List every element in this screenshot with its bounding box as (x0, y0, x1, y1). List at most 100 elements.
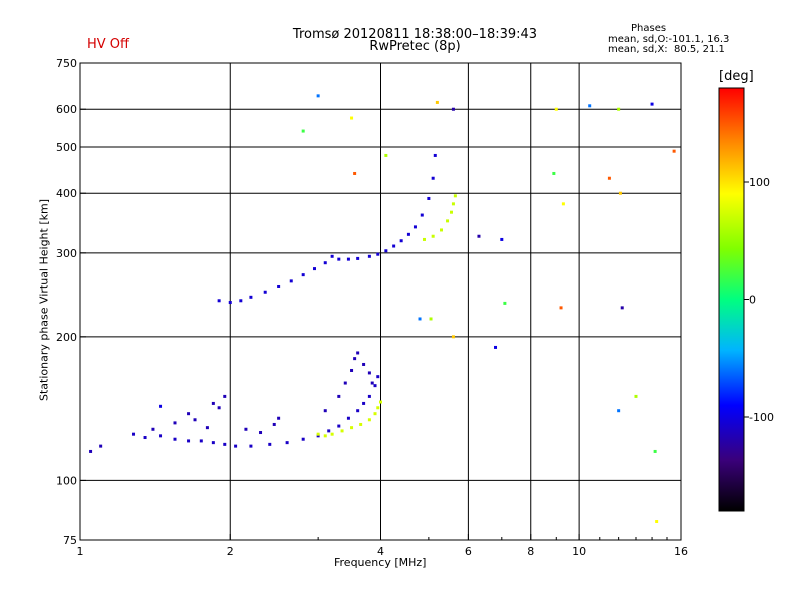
colorbar-tick-label: 0 (749, 294, 756, 307)
echo-point (440, 228, 444, 232)
echo-point (277, 416, 281, 420)
echo-point (620, 306, 624, 310)
echo-point (356, 409, 360, 413)
colorbar-tick-label: 100 (749, 176, 770, 189)
y-tick-label: 75 (63, 534, 77, 547)
echo-point (337, 257, 341, 261)
phases-title: Phases (631, 23, 667, 34)
echo-point (427, 196, 431, 200)
echo-point (316, 434, 320, 438)
echo-point (413, 225, 417, 229)
echo-point (418, 317, 422, 321)
echo-point (373, 412, 377, 416)
echo-point (350, 116, 354, 120)
echo-point (561, 202, 565, 206)
echo-point (399, 239, 403, 243)
echo-point (323, 434, 327, 438)
echo-point (367, 394, 371, 398)
echo-point (249, 295, 253, 299)
x-tick-label: 2 (227, 545, 234, 558)
echo-point (451, 202, 455, 206)
echo-point (420, 213, 424, 217)
echo-point (340, 429, 344, 433)
echo-point (477, 234, 481, 238)
echo-point (249, 444, 253, 448)
echo-point (316, 432, 320, 436)
echo-point (376, 252, 380, 256)
echo-point (362, 362, 366, 366)
echo-point (234, 444, 238, 448)
y-tick-label: 500 (56, 141, 77, 154)
echo-point (301, 437, 305, 441)
echo-point (422, 237, 426, 241)
echo-point (187, 439, 191, 443)
colorbar-tick-label: -100 (749, 411, 774, 424)
echo-point (223, 442, 227, 446)
echo-point (353, 171, 357, 175)
echo-point (431, 234, 435, 238)
echo-point (559, 306, 563, 310)
phase-stat-x: mean, sd,X: 80.5, 21.1 (608, 44, 725, 55)
echo-point (356, 351, 360, 355)
x-tick-label: 16 (674, 545, 688, 558)
echo-point (228, 301, 232, 305)
echo-point (173, 437, 177, 441)
echo-point (187, 412, 191, 416)
echo-point (367, 254, 371, 258)
echo-point (337, 424, 341, 428)
echo-point (312, 267, 316, 271)
echo-point (618, 191, 622, 195)
echo-point (323, 409, 327, 413)
echo-point (373, 384, 377, 388)
echo-point (99, 444, 103, 448)
echo-point (173, 421, 177, 425)
echo-point (316, 94, 320, 98)
echo-point (634, 394, 638, 398)
y-tick-label: 300 (56, 247, 77, 260)
echo-point (211, 441, 215, 445)
echo-point (429, 317, 433, 321)
x-axis-label: Frequency [MHz] (334, 556, 427, 569)
echo-point (223, 394, 227, 398)
echo-point (617, 107, 621, 111)
x-tick-label: 10 (572, 545, 586, 558)
echo-point (350, 426, 354, 430)
y-tick-label: 200 (56, 331, 77, 344)
echo-point (330, 254, 334, 258)
echo-point (453, 194, 457, 198)
echo-point (362, 401, 366, 405)
echo-point (323, 261, 327, 265)
y-tick-label: 750 (56, 57, 77, 70)
echo-point (384, 153, 388, 157)
y-tick-label: 600 (56, 103, 77, 116)
echo-point (376, 406, 380, 410)
echo-point (346, 416, 350, 420)
echo-point (159, 434, 163, 438)
echo-point (285, 441, 289, 445)
chart-title: Tromsø 20120811 18:38:00–18:39:43 (292, 27, 538, 42)
echo-point (367, 371, 371, 375)
echo-point (199, 439, 203, 443)
echo-point (217, 299, 221, 303)
hv-status: HV Off (87, 37, 129, 52)
echo-point (277, 284, 281, 288)
echo-point (500, 237, 504, 241)
echo-point (350, 368, 354, 372)
echo-point (376, 375, 380, 379)
echo-point (384, 249, 388, 253)
x-tick-label: 6 (465, 545, 472, 558)
echo-point (301, 273, 305, 277)
colorbar-unit: [deg] (719, 69, 754, 84)
echo-point (205, 426, 209, 430)
echo-point (159, 404, 163, 408)
y-tick-label: 400 (56, 187, 77, 200)
echo-point (359, 422, 363, 426)
echo-point (672, 149, 676, 153)
echo-point (392, 244, 396, 248)
echo-point (132, 432, 136, 436)
echo-point (494, 345, 498, 349)
echo-point (268, 442, 272, 446)
echo-point (259, 431, 263, 435)
phase-stat-o: mean, sd,O:-101.1, 16.3 (608, 34, 730, 45)
